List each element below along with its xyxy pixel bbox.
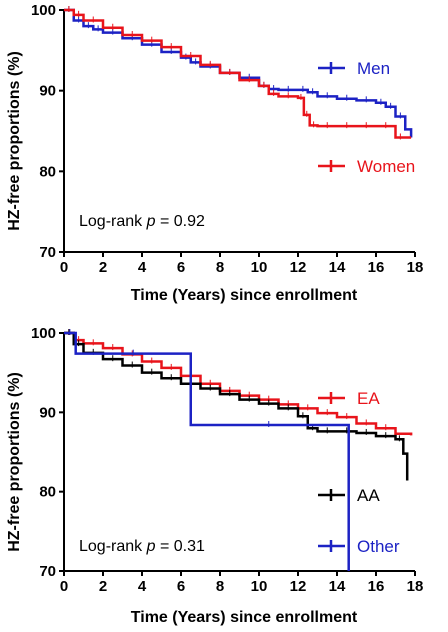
logrank-p: p [146,538,156,555]
x-axis-title: Time (Years) since enrollment [131,609,358,626]
x-tick-label: 0 [60,578,68,595]
y-tick-label: 70 [39,244,56,261]
logrank-annotation: Log-rank p = 0.31 [79,538,205,555]
legend: Men Women [318,59,415,176]
x-tick-label: 14 [329,259,346,276]
x-tick-label: 2 [99,259,107,276]
tick-labels: 0 2 4 6 8 10 12 14 16 18 70 80 90 100 [31,325,423,595]
y-tick-label: 90 [39,83,56,100]
survival-curves [64,329,413,571]
tick-labels: 0 2 4 6 8 10 12 14 16 18 70 80 90 100 [31,2,423,276]
legend-item-men: Men [318,59,390,78]
x-tick-label: 10 [251,578,268,595]
series-other-curve [64,331,350,571]
x-tick-label: 6 [177,259,185,276]
x-tick-label: 2 [99,578,107,595]
x-tick-label: 14 [329,578,346,595]
panel-men-women: HZ-free proportions (%) Time (Years) sin… [6,2,423,304]
legend-label: EA [357,389,380,408]
axes [63,333,415,572]
legend-item-aa: AA [318,486,380,505]
x-tick-label: 4 [138,578,147,595]
legend-label: Men [357,59,390,78]
y-tick-label: 80 [39,163,56,180]
y-tick-label: 100 [31,325,56,342]
logrank-value: = 0.92 [156,213,205,230]
x-tick-label: 18 [407,259,424,276]
x-tick-label: 10 [251,259,268,276]
x-tick-label: 12 [290,259,307,276]
x-tick-label: 16 [368,259,385,276]
legend-label: Women [357,157,415,176]
series-ea-curve [64,331,413,436]
y-axis-title: HZ-free proportions (%) [6,51,23,231]
series-aa-curve [64,331,409,481]
logrank-annotation: Log-rank p = 0.92 [79,213,205,230]
logrank-value: = 0.31 [156,538,205,555]
x-axis-title: Time (Years) since enrollment [131,287,358,304]
legend-label: Other [357,537,400,556]
panel-ancestry: HZ-free proportions (%) Time (Years) sin… [6,325,423,626]
x-tick-label: 6 [177,578,185,595]
x-tick-label: 8 [216,259,224,276]
logrank-prefix: Log-rank [79,213,147,230]
legend-item-women: Women [318,157,415,176]
y-axis-title: HZ-free proportions (%) [6,372,23,552]
y-tick-label: 80 [39,484,56,501]
legend-item-ea: EA [318,389,380,408]
survival-curves [64,6,413,140]
logrank-prefix: Log-rank [79,538,147,555]
legend-label: AA [357,486,380,505]
axes [63,10,415,253]
y-tick-label: 100 [31,2,56,19]
x-tick-label: 18 [407,578,424,595]
x-tick-label: 12 [290,578,307,595]
legend-item-other: Other [318,537,400,556]
y-tick-label: 90 [39,404,56,421]
x-tick-label: 8 [216,578,224,595]
y-tick-label: 70 [39,563,56,580]
x-tick-label: 0 [60,259,68,276]
logrank-p: p [146,213,156,230]
legend: EA AA Other [318,389,400,556]
x-tick-label: 4 [138,259,147,276]
x-tick-label: 16 [368,578,385,595]
